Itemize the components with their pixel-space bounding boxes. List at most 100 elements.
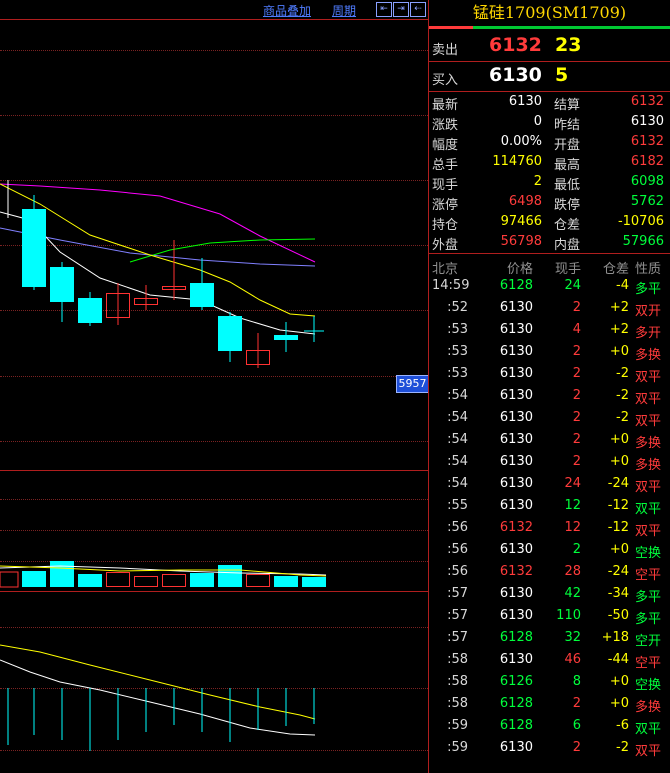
trade-row[interactable]: :58 6128 2 +0 多换 <box>429 693 670 715</box>
trade-nature: 双开 <box>635 304 662 319</box>
trade-nature: 空平 <box>635 656 662 671</box>
period-link[interactable]: 周期 <box>332 4 357 18</box>
grid-line <box>0 499 428 500</box>
stat-label: 总手 <box>432 158 459 173</box>
trade-time: :57 <box>447 608 468 623</box>
stat-value: 6130 <box>508 94 542 109</box>
kline-chart-area[interactable]: 商品叠加 周期 ⇤ ⇥ ⇠ <box>0 0 429 773</box>
trade-row[interactable]: :56 6132 12 -12 双平 <box>429 517 670 539</box>
stat-label: 最新 <box>432 98 459 113</box>
product-overlay-link[interactable]: 商品叠加 <box>263 4 312 18</box>
grid-line <box>0 530 428 531</box>
trade-row[interactable]: :58 6126 8 +0 空换 <box>429 671 670 693</box>
indicator-histogram <box>7 688 315 751</box>
panel-divider <box>428 0 429 773</box>
trade-row[interactable]: :59 6130 2 -2 双平 <box>429 737 670 759</box>
trade-row[interactable]: :54 6130 24 -24 双平 <box>429 473 670 495</box>
trade-oi-change: -12 <box>607 520 629 535</box>
trade-row[interactable]: :54 6130 2 +0 多换 <box>429 429 670 451</box>
stat-value: 0 <box>533 114 542 129</box>
trade-row[interactable]: :54 6130 2 -2 双平 <box>429 407 670 429</box>
trade-nature: 双平 <box>635 524 662 539</box>
grid-line <box>0 561 428 562</box>
trade-nature: 多换 <box>635 458 662 473</box>
stat-label: 最高 <box>554 158 581 173</box>
trade-volume: 8 <box>572 674 581 689</box>
trade-row[interactable]: :53 6130 2 +0 多换 <box>429 341 670 363</box>
candle-body <box>218 316 242 351</box>
trade-row[interactable]: :54 6130 2 -2 双平 <box>429 385 670 407</box>
trade-time: :53 <box>447 366 468 381</box>
stat-value: 57966 <box>622 234 664 249</box>
trade-row[interactable]: :56 6130 2 +0 空换 <box>429 539 670 561</box>
volume-bar <box>22 571 46 587</box>
trade-row[interactable]: :55 6130 12 -12 双平 <box>429 495 670 517</box>
header-volume: 现手 <box>554 262 581 277</box>
trade-nature: 多平 <box>635 282 662 297</box>
trade-volume: 24 <box>564 278 581 293</box>
nav-back-button[interactable]: ⇠ <box>410 2 426 17</box>
stat-label: 开盘 <box>554 138 581 153</box>
sell-strength-segment <box>473 26 670 29</box>
trade-row[interactable]: :57 6130 110 -50 多平 <box>429 605 670 627</box>
ma-line-yellow <box>0 183 316 317</box>
stat-label: 持仓 <box>432 218 459 233</box>
contract-title: 锰硅1709(SM1709) <box>472 3 627 22</box>
trade-row[interactable]: :56 6132 28 -24 空平 <box>429 561 670 583</box>
volume-bar <box>50 561 74 587</box>
trade-price: 6128 <box>499 718 533 733</box>
trade-row[interactable]: 14:59 6128 24 -4 多平 <box>429 275 670 297</box>
trade-oi-change: -2 <box>616 740 629 755</box>
buy-quote-row: 买入 6130 5 <box>429 61 670 91</box>
stat-row: 涨跌 0 昨结 6130 <box>429 112 670 133</box>
trade-volume: 110 <box>556 608 581 623</box>
trade-nature: 双平 <box>635 480 662 495</box>
trade-volume: 2 <box>572 454 581 469</box>
title-strength-bar <box>429 26 670 29</box>
trade-volume: 2 <box>572 696 581 711</box>
trade-nature: 空开 <box>635 634 662 649</box>
stat-label: 最低 <box>554 178 581 193</box>
nav-first-button[interactable]: ⇤ <box>376 2 392 17</box>
sell-label: 卖出 <box>432 43 459 58</box>
trade-oi-change: -50 <box>607 608 629 623</box>
trade-oi-change: -6 <box>616 718 629 733</box>
buy-label: 买入 <box>432 73 459 88</box>
stat-row: 现手 2 最低 6098 <box>429 172 670 193</box>
trade-row[interactable]: :58 6130 46 -44 空平 <box>429 649 670 671</box>
trade-nature: 双平 <box>635 722 662 737</box>
trade-row[interactable]: :57 6130 42 -34 多平 <box>429 583 670 605</box>
trade-volume: 12 <box>564 520 581 535</box>
volume-bar <box>78 574 102 587</box>
trade-oi-change: -34 <box>607 586 629 601</box>
trade-time: :54 <box>447 476 468 491</box>
kline-svg <box>0 180 327 751</box>
volume-bar <box>190 573 214 587</box>
stat-value: 6098 <box>630 174 664 189</box>
grid-line <box>0 750 428 751</box>
trade-price: 6130 <box>499 740 533 755</box>
trade-price: 6130 <box>499 322 533 337</box>
trade-row[interactable]: :53 6130 4 +2 多开 <box>429 319 670 341</box>
stat-label: 仓差 <box>554 218 581 233</box>
candle-body <box>50 267 74 302</box>
trade-volume: 2 <box>572 740 581 755</box>
trade-row[interactable]: :52 6130 2 +2 双开 <box>429 297 670 319</box>
trade-time: :54 <box>447 410 468 425</box>
trade-nature: 空换 <box>635 546 662 561</box>
divider <box>429 253 670 254</box>
trade-row[interactable]: :53 6130 2 -2 双平 <box>429 363 670 385</box>
trade-price: 6128 <box>499 696 533 711</box>
header-nature: 性质 <box>635 262 662 277</box>
trade-volume: 4 <box>572 322 581 337</box>
trade-row[interactable]: :57 6128 32 +18 空开 <box>429 627 670 649</box>
trade-volume: 12 <box>564 498 581 513</box>
trade-row[interactable]: :54 6130 2 +0 多换 <box>429 451 670 473</box>
trade-row[interactable]: :59 6128 6 -6 双平 <box>429 715 670 737</box>
grid-line <box>0 688 428 689</box>
trade-oi-change: +2 <box>609 322 629 337</box>
volume-bar <box>218 565 242 587</box>
nav-last-button[interactable]: ⇥ <box>393 2 409 17</box>
grid-line <box>0 50 428 51</box>
volume-pane-bottom-border <box>0 591 428 592</box>
